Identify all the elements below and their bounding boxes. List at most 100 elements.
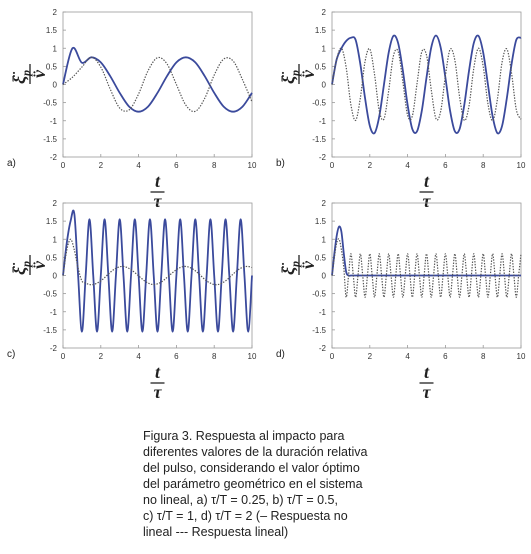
y-label: ξ̈pv̈ bbox=[9, 255, 49, 275]
y-tick-label: 1 bbox=[322, 44, 327, 53]
panel-label: b) bbox=[276, 158, 285, 169]
y-label-denominator: v̈ bbox=[29, 260, 49, 269]
y-label: ξ̈pv̈ bbox=[9, 64, 49, 84]
x-tick-label: 6 bbox=[174, 161, 179, 170]
plot-frame bbox=[331, 11, 522, 158]
x-tick-label: 4 bbox=[405, 352, 410, 361]
y-tick-label: 0.5 bbox=[46, 253, 58, 262]
y-label-subscript: p bbox=[288, 261, 302, 268]
x-tick-label: 2 bbox=[99, 161, 104, 170]
y-tick-label: -2 bbox=[319, 344, 327, 353]
x-label-numerator: t bbox=[155, 362, 161, 382]
x-tick-label: 4 bbox=[405, 161, 410, 170]
x-tick-label: 0 bbox=[61, 161, 66, 170]
y-label-subscript: p bbox=[288, 70, 302, 77]
y-label: ξ̈pv̈ bbox=[278, 64, 318, 84]
panel-label: a) bbox=[7, 158, 16, 169]
data-line bbox=[331, 225, 521, 277]
caption-line: del parámetro geométrico en el sistema bbox=[143, 477, 363, 491]
caption-line: Figura 3. Respuesta al impacto para bbox=[143, 429, 345, 443]
y-tick-label: 0.5 bbox=[315, 253, 327, 262]
x-tick-label: 10 bbox=[248, 161, 257, 170]
x-tick-label: 2 bbox=[99, 352, 104, 361]
y-tick-label: -0.5 bbox=[43, 290, 57, 299]
y-tick-label: -1.5 bbox=[312, 135, 326, 144]
data-line bbox=[331, 34, 522, 135]
y-tick-label: 1 bbox=[53, 44, 58, 53]
y-tick-label: -2 bbox=[50, 344, 58, 353]
caption-line: no lineal, a) τ/T = 0.25, b) τ/T = 0.5, bbox=[143, 493, 338, 507]
y-tick-label: 1.5 bbox=[315, 26, 327, 35]
x-label-denominator: τ bbox=[154, 191, 163, 211]
x-tick-label: 0 bbox=[330, 352, 335, 361]
y-tick-label: 2 bbox=[322, 8, 327, 17]
x-label-numerator: t bbox=[424, 362, 430, 382]
y-tick-label: 0 bbox=[53, 272, 58, 281]
y-tick-label: -2 bbox=[319, 153, 327, 162]
y-tick-label: 1.5 bbox=[46, 26, 58, 35]
y-label-subscript: p bbox=[19, 70, 33, 77]
x-tick-label: 0 bbox=[330, 161, 335, 170]
x-tick-label: 0 bbox=[61, 352, 66, 361]
x-tick-label: 4 bbox=[136, 352, 141, 361]
y-label: ξ̈pv̈ bbox=[278, 255, 318, 275]
panel: -2 -1.5 -1 -0.5 0 0.5 1 1.5 2 0 2 4 6 8 10 d) tτ ξ̈pv̈ bbox=[276, 199, 526, 402]
caption-line: diferentes valores de la duración relati… bbox=[143, 445, 367, 459]
y-tick-label: 1.5 bbox=[315, 217, 327, 226]
caption-line: lineal --- Respuesta lineal) bbox=[143, 525, 288, 539]
x-label-denominator: τ bbox=[423, 382, 432, 402]
y-tick-label: 0.5 bbox=[315, 62, 327, 71]
plot-frame bbox=[62, 11, 253, 158]
y-tick-label: -1 bbox=[50, 117, 58, 126]
data-line bbox=[331, 47, 522, 122]
x-tick-label: 6 bbox=[443, 161, 448, 170]
y-tick-label: 0 bbox=[322, 272, 327, 281]
x-tick-label: 8 bbox=[481, 352, 486, 361]
x-tick-label: 6 bbox=[174, 352, 179, 361]
y-label-denominator: v̈ bbox=[29, 69, 49, 78]
panel: -2 -1.5 -1 -0.5 0 0.5 1 1.5 2 0 2 4 6 8 10 c) tτ ξ̈pv̈ bbox=[7, 199, 257, 402]
y-tick-label: 0 bbox=[322, 81, 327, 90]
x-label-denominator: τ bbox=[154, 382, 163, 402]
x-label-denominator: τ bbox=[423, 191, 432, 211]
data-line bbox=[62, 238, 253, 286]
data-line bbox=[62, 209, 253, 333]
y-tick-label: -1 bbox=[319, 117, 327, 126]
y-tick-label: -1.5 bbox=[312, 326, 326, 335]
data-line bbox=[331, 238, 522, 298]
y-tick-label: -1 bbox=[319, 308, 327, 317]
y-tick-label: 0.5 bbox=[46, 62, 58, 71]
y-tick-label: -0.5 bbox=[312, 290, 326, 299]
x-tick-label: 8 bbox=[481, 161, 486, 170]
x-tick-label: 2 bbox=[368, 161, 373, 170]
y-tick-label: 1 bbox=[322, 235, 327, 244]
x-tick-label: 10 bbox=[517, 352, 526, 361]
x-tick-label: 10 bbox=[517, 161, 526, 170]
y-tick-label: 1.5 bbox=[46, 217, 58, 226]
x-tick-label: 8 bbox=[212, 161, 217, 170]
x-tick-label: 4 bbox=[136, 161, 141, 170]
y-tick-label: -0.5 bbox=[312, 99, 326, 108]
x-label-numerator: t bbox=[424, 171, 430, 191]
panel-label: d) bbox=[276, 349, 285, 360]
y-tick-label: -1.5 bbox=[43, 135, 57, 144]
y-label-subscript: p bbox=[19, 261, 33, 268]
y-tick-label: -0.5 bbox=[43, 99, 57, 108]
x-tick-label: 8 bbox=[212, 352, 217, 361]
y-tick-label: 2 bbox=[322, 199, 327, 208]
y-label-denominator: v̈ bbox=[298, 69, 318, 78]
x-label-numerator: t bbox=[155, 171, 161, 191]
y-label-denominator: v̈ bbox=[298, 260, 318, 269]
panel-label: c) bbox=[7, 349, 15, 360]
y-tick-label: -1.5 bbox=[43, 326, 57, 335]
panel: -2 -1.5 -1 -0.5 0 0.5 1 1.5 2 0 2 4 6 8 10 a) tτ ξ̈pv̈ bbox=[7, 8, 257, 211]
x-tick-label: 10 bbox=[248, 352, 257, 361]
y-tick-label: 2 bbox=[53, 8, 58, 17]
y-tick-label: -1 bbox=[50, 308, 58, 317]
y-tick-label: 1 bbox=[53, 235, 58, 244]
y-tick-label: 2 bbox=[53, 199, 58, 208]
caption-line: c) τ/T = 1, d) τ/T = 2 (– Respuesta no bbox=[143, 509, 348, 523]
data-line bbox=[62, 56, 253, 113]
caption-line: del pulso, considerando el valor óptimo bbox=[143, 461, 360, 475]
